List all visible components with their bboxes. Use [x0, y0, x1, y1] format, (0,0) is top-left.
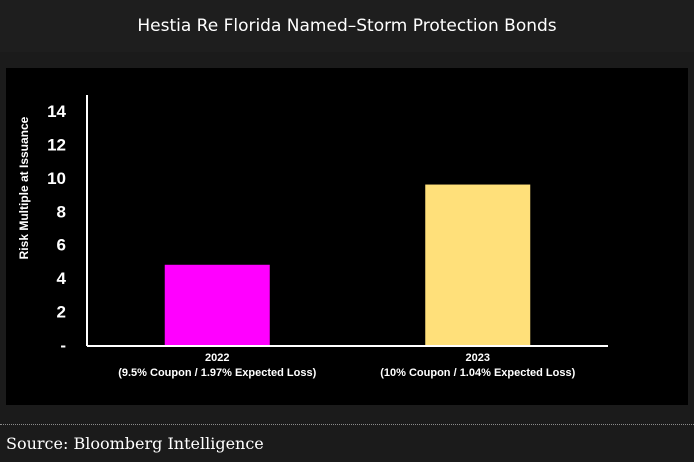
- x-tick-sublabel: (9.5% Coupon / 1.97% Expected Loss): [118, 367, 316, 379]
- y-tick-label: 2: [57, 303, 66, 322]
- y-tick-label: 10: [47, 169, 66, 188]
- bar-2023: [425, 184, 531, 345]
- y-tick-label: 6: [57, 236, 66, 255]
- x-tick-label: 2023: [466, 352, 490, 364]
- y-tick-label: 4: [57, 269, 67, 288]
- y-axis-label: Risk Multiple at Issuance: [17, 116, 31, 259]
- x-tick-sublabel: (10% Coupon / 1.04% Expected Loss): [380, 367, 575, 379]
- chart-panel: [6, 68, 688, 405]
- chart-title: Hestia Re Florida Named–Storm Protection…: [0, 0, 694, 52]
- y-tick-label: 12: [47, 135, 66, 154]
- y-tick-label: 8: [57, 202, 66, 221]
- divider: [0, 424, 694, 425]
- y-tick-label: 14: [47, 102, 66, 121]
- x-tick-label: 2022: [205, 352, 229, 364]
- y-tick-label: -: [60, 336, 66, 355]
- source-note: Source: Bloomberg Intelligence: [6, 434, 264, 453]
- bar-2022: [164, 264, 270, 345]
